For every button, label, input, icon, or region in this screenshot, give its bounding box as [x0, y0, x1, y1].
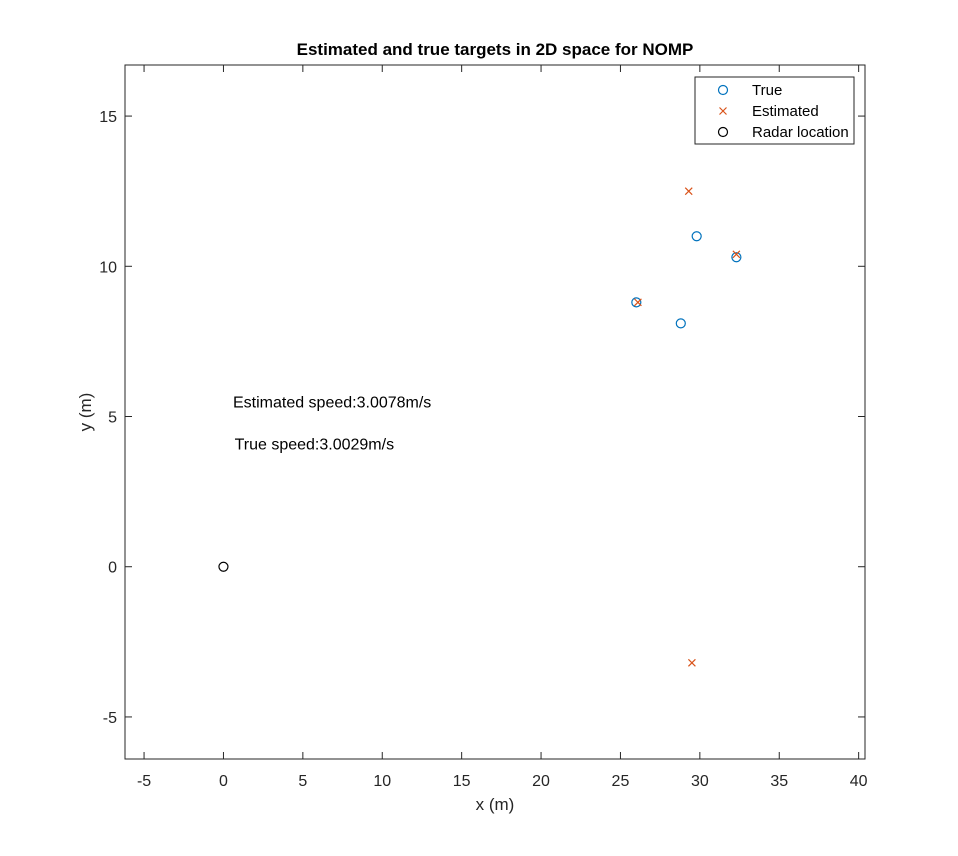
y-tick-label: 15 — [99, 109, 117, 126]
chart-title: Estimated and true targets in 2D space f… — [297, 40, 694, 59]
estimated-marker — [633, 298, 642, 307]
legend-true-label: True — [752, 82, 782, 99]
legend-box — [694, 76, 855, 145]
speed-annotation: True speed:3.0029m/s — [235, 437, 394, 454]
y-tick-label: -5 — [103, 710, 117, 727]
y-tick-label: 0 — [108, 560, 117, 577]
legend-radar-location-label: Radar location — [752, 124, 849, 141]
x-tick-label: 15 — [453, 773, 471, 790]
true-marker — [691, 231, 702, 242]
axis-ticks — [125, 65, 865, 759]
x-tick-label: 25 — [612, 773, 630, 790]
true-marker — [675, 318, 686, 329]
annotations: Estimated speed:3.0078m/s True speed:3.00… — [233, 394, 431, 453]
y-tick-label: 5 — [108, 410, 117, 427]
legend-estimated-marker — [719, 107, 727, 115]
true-marker — [731, 252, 742, 263]
tick-labels: -5 0 5 10 15 20 25 30 35 40 -5 0 5 10 15 — [99, 109, 867, 790]
legend-true-marker — [717, 84, 729, 96]
x-tick-label: 40 — [850, 773, 868, 790]
radar-location-marker — [218, 561, 229, 572]
x-tick-label: -5 — [137, 773, 151, 790]
y-tick-label: 10 — [99, 259, 117, 276]
true-marker — [631, 297, 642, 308]
x-tick-label: 0 — [219, 773, 228, 790]
estimated-marker — [732, 250, 741, 259]
x-tick-label: 35 — [770, 773, 788, 790]
estimated-marker — [687, 658, 696, 667]
x-tick-label: 20 — [532, 773, 550, 790]
y-axis-label: y (m) — [76, 393, 95, 432]
x-tick-label: 30 — [691, 773, 709, 790]
x-axis-label: x (m) — [476, 795, 515, 814]
x-tick-label: 5 — [298, 773, 307, 790]
estimated-marker — [684, 187, 693, 196]
legend-estimated-label: Estimated — [752, 103, 819, 120]
speed-annotation: Estimated speed:3.0078m/s — [233, 394, 431, 411]
x-tick-label: 10 — [373, 773, 391, 790]
legend-radar-location-marker — [717, 126, 729, 138]
legend: True Estimated Radar location — [694, 76, 855, 145]
data-markers — [218, 187, 742, 667]
plot-area — [124, 64, 866, 760]
